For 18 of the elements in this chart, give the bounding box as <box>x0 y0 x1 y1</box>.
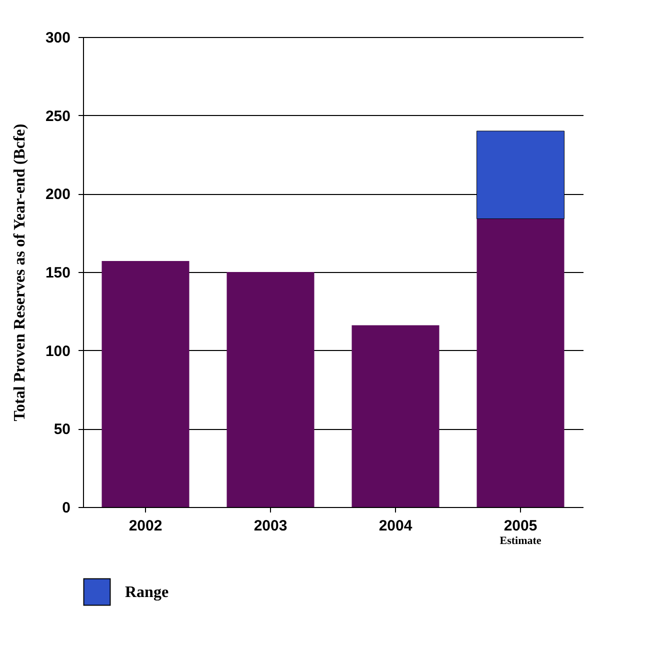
y-tick-label: 200 <box>45 186 70 204</box>
y-axis-title: Total Proven Reserves as of Year-end (Bcfe) <box>11 124 28 422</box>
y-tick-label: 300 <box>45 30 70 46</box>
y-tick-label: 50 <box>54 421 70 438</box>
legend-label: Range <box>125 584 169 601</box>
y-tick-label: 150 <box>45 264 70 282</box>
x-tick-label: 2005 <box>504 518 538 534</box>
text: Estimate <box>500 535 542 547</box>
x-tick-label: 2002 <box>128 518 162 534</box>
x-tick-label: 2004 <box>378 518 413 534</box>
y-tick-label: 0 <box>62 500 70 516</box>
bar <box>226 272 314 507</box>
bar <box>476 218 564 507</box>
x-tick-label: 2003 <box>254 518 288 534</box>
y-tick-label: 100 <box>45 342 70 360</box>
bar <box>102 261 190 507</box>
y-tick-label: 250 <box>45 108 70 125</box>
bar <box>352 325 440 507</box>
